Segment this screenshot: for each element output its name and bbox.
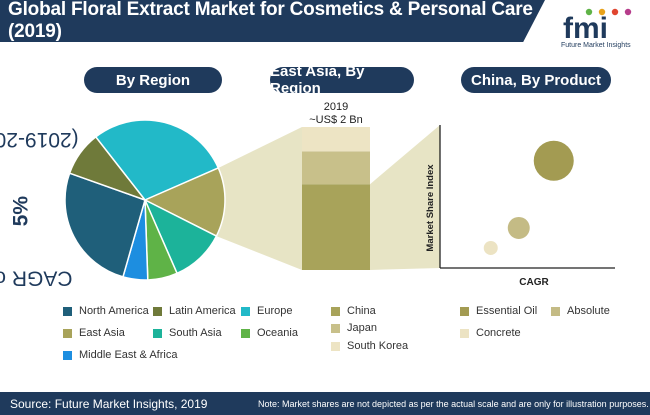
- fmi-logo: fmi: [563, 8, 632, 45]
- legend-item: Latin America: [153, 305, 236, 317]
- logo-tagline: Future Market Insights: [561, 42, 631, 49]
- panel-title-china: China, By Product: [461, 67, 611, 93]
- legend-swatch: [153, 306, 162, 316]
- legend-swatch: [460, 328, 469, 338]
- y-axis-label: Market Share Index: [425, 164, 436, 252]
- legend-swatch: [63, 350, 72, 360]
- logo-wordmark: fmi: [563, 12, 608, 45]
- legend-swatch: [241, 328, 250, 338]
- pie-slice-east-asia: [143, 166, 226, 238]
- bubble-essential-oil: [533, 140, 574, 181]
- pie-slice-europe: [94, 119, 220, 201]
- east-asia-stacked-bar: [302, 127, 370, 270]
- panel-title-by-region: By Region: [84, 67, 222, 93]
- legend-item: South Asia: [153, 327, 222, 339]
- page-title-text: Global Floral Extract Market for Cosmeti…: [8, 0, 533, 42]
- bubble-concrete: [483, 240, 498, 255]
- panel-title-east-asia: East Asia, By Region: [270, 63, 414, 97]
- legend-item: Concrete: [460, 327, 521, 339]
- bubble-absolute: [507, 216, 530, 239]
- footer: Source: Future Market Insights, 2019 Not…: [0, 392, 650, 415]
- legend-swatch: [241, 306, 250, 316]
- legend-item: Middle East & Africa: [63, 349, 177, 361]
- legend-item: Japan: [331, 322, 377, 334]
- legend-item: North America: [63, 305, 149, 317]
- legend-item: Oceania: [241, 327, 298, 339]
- page-title: Global Floral Extract Market for Cosmeti…: [0, 0, 545, 42]
- bar-annotation-year: 2019: [324, 101, 348, 113]
- bar-segment-japan: [302, 151, 370, 185]
- bar-annotation-value: ~US$ 2 Bn: [309, 114, 363, 126]
- bar-segment-china: [302, 184, 370, 270]
- region-pie-chart: [64, 119, 226, 281]
- legend-item: East Asia: [63, 327, 125, 339]
- china-product-scatter: CAGR Market Share Index: [425, 125, 615, 288]
- legend-swatch: [551, 306, 560, 316]
- legend-item: South Korea: [331, 340, 408, 352]
- legend-swatch: [63, 328, 72, 338]
- legend-item: Europe: [241, 305, 292, 317]
- pie-to-bar-connector: [216, 127, 302, 270]
- legend-swatch: [331, 323, 340, 333]
- legend-swatch: [153, 328, 162, 338]
- legend-swatch: [460, 306, 469, 316]
- pie-slice-latin-america: [68, 135, 148, 202]
- bar-to-scatter-connector: [370, 125, 440, 270]
- legend-swatch: [331, 341, 340, 351]
- legend-item: Absolute: [551, 305, 610, 317]
- footer-source: Source: Future Market Insights, 2019: [10, 396, 208, 411]
- footer-note: Note: Market shares are not depicted as …: [258, 398, 649, 409]
- x-axis-label: CAGR: [519, 277, 549, 288]
- legend-item: China: [331, 305, 376, 317]
- pie-slice-north-america: [64, 172, 146, 278]
- legend-item: Essential Oil: [460, 305, 537, 317]
- legend-swatch: [63, 306, 72, 316]
- bar-segment-south-korea: [302, 127, 370, 152]
- legend-swatch: [331, 306, 340, 316]
